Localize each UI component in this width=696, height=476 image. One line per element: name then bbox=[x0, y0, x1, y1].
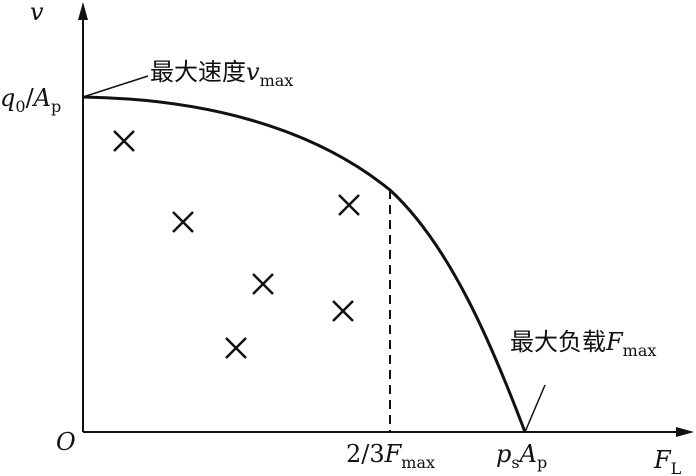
var: v bbox=[30, 0, 44, 26]
y-axis-label: v bbox=[30, 0, 44, 26]
sub: L bbox=[671, 459, 682, 476]
sub: max bbox=[623, 341, 657, 360]
sub: max bbox=[401, 453, 435, 472]
crosses bbox=[113, 130, 360, 359]
x-intercept-label: psAp bbox=[496, 440, 547, 472]
cross bbox=[252, 273, 274, 295]
sep: / bbox=[26, 84, 35, 112]
var: v bbox=[246, 58, 260, 86]
var: F bbox=[605, 328, 624, 356]
var: A bbox=[518, 440, 537, 468]
x-arrow bbox=[676, 427, 694, 437]
var: q bbox=[0, 84, 15, 112]
sub: max bbox=[260, 71, 294, 90]
sub: 0 bbox=[15, 97, 25, 116]
leader-line bbox=[82, 75, 149, 98]
cross bbox=[113, 130, 135, 152]
y-intercept-label: q0/Ap bbox=[0, 84, 61, 116]
speed-load-curve bbox=[82, 95, 527, 433]
x-axis-label: FL bbox=[653, 446, 682, 476]
sub: p bbox=[537, 453, 547, 472]
y-arrow bbox=[78, 2, 88, 20]
cross bbox=[172, 211, 194, 233]
max-load-note: 最大负载Fmax bbox=[510, 328, 656, 360]
sub: p bbox=[51, 97, 61, 116]
cross bbox=[225, 337, 247, 359]
leader-line bbox=[524, 384, 546, 433]
dashed-marker-label: 2/3Fmax bbox=[346, 440, 435, 472]
var: A bbox=[32, 84, 51, 112]
origin-label: O bbox=[56, 428, 76, 456]
text: 最大负载 bbox=[510, 328, 606, 356]
max-speed-note: 最大速度vmax bbox=[150, 58, 293, 90]
text: 最大速度 bbox=[150, 58, 246, 86]
var: F bbox=[653, 446, 672, 474]
cross bbox=[332, 300, 354, 322]
var: p bbox=[496, 440, 511, 468]
sub: s bbox=[511, 453, 519, 472]
cross bbox=[338, 194, 360, 216]
prefix: 2/3 bbox=[346, 440, 385, 468]
var: F bbox=[384, 440, 403, 468]
axes bbox=[78, 2, 694, 437]
